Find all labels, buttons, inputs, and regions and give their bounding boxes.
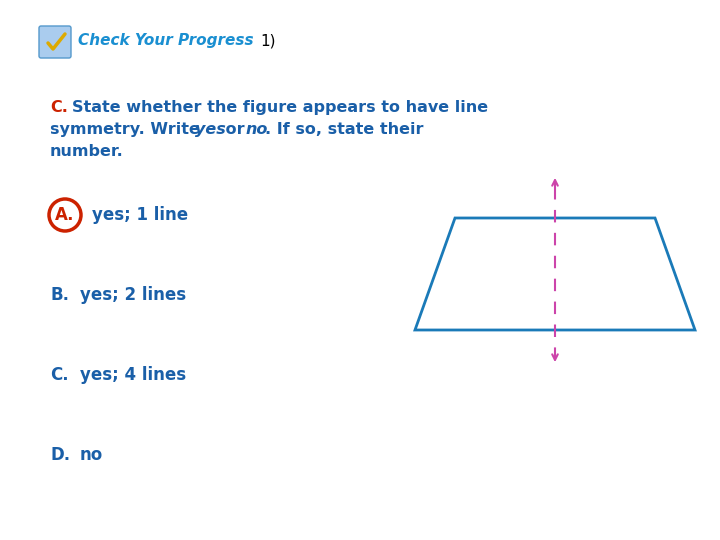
Text: yes; 1 line: yes; 1 line (92, 206, 188, 224)
Text: yes; 4 lines: yes; 4 lines (80, 366, 186, 384)
Text: . If so, state their: . If so, state their (265, 122, 423, 137)
Text: number.: number. (50, 144, 124, 159)
Text: symmetry. Write: symmetry. Write (50, 122, 205, 137)
Text: no: no (245, 122, 267, 137)
Text: no: no (80, 446, 103, 464)
Text: B.: B. (50, 286, 69, 304)
Text: yes; 2 lines: yes; 2 lines (80, 286, 186, 304)
Text: yes: yes (195, 122, 226, 137)
Text: D.: D. (50, 446, 70, 464)
Text: Check Your Progress: Check Your Progress (78, 33, 253, 48)
Text: A.: A. (55, 206, 75, 224)
Text: C.: C. (50, 366, 68, 384)
Text: State whether the figure appears to have line: State whether the figure appears to have… (72, 100, 488, 115)
FancyBboxPatch shape (39, 26, 71, 58)
Text: C.: C. (50, 100, 68, 115)
Text: or: or (220, 122, 251, 137)
Text: 1): 1) (260, 33, 276, 48)
